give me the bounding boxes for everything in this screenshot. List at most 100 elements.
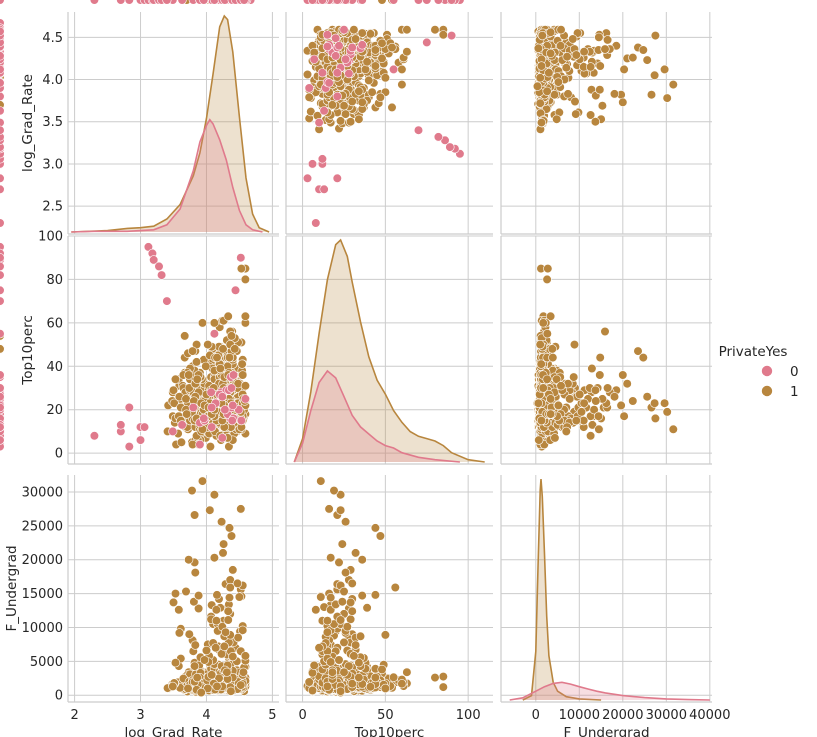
- scatter-point: [197, 318, 208, 328]
- scatter-point: [628, 52, 638, 63]
- scatter-point: [322, 30, 333, 40]
- scatter-point: [535, 340, 545, 350]
- scatter-point: [124, 402, 134, 413]
- scatter-point: [116, 0, 126, 5]
- scatter-point: [668, 79, 678, 90]
- scatter-point: [561, 63, 571, 73]
- scatter-point: [650, 413, 661, 424]
- scatter-point: [170, 374, 181, 384]
- scatter-point: [162, 296, 172, 306]
- scatter-point: [622, 379, 632, 389]
- scatter-point: [662, 407, 672, 417]
- scatter-point: [184, 555, 194, 565]
- scatter-point: [542, 374, 552, 384]
- scatter-point: [226, 531, 237, 541]
- scatter-point: [317, 68, 328, 78]
- scatter-point: [188, 346, 198, 356]
- scatter-point: [375, 92, 386, 102]
- scatter-point: [221, 627, 231, 637]
- scatter-point: [0, 270, 5, 280]
- scatter-point: [184, 370, 194, 380]
- scatter-point: [219, 641, 229, 652]
- scatter-point: [319, 184, 329, 194]
- kde-fill-Top10perc-0: [294, 370, 460, 462]
- scatter-point: [319, 106, 329, 116]
- scatter-point: [228, 400, 238, 411]
- kde-fill-F_Undergrad-0: [509, 682, 710, 700]
- scatter-point: [196, 687, 206, 698]
- scatter-point: [662, 93, 672, 103]
- scatter-point: [595, 85, 605, 95]
- scatter-point: [563, 89, 573, 99]
- scatter-point: [332, 68, 342, 78]
- scatter-point: [389, 64, 399, 74]
- scatter-point: [585, 431, 596, 441]
- scatter-point: [618, 370, 628, 380]
- scatter-point: [362, 57, 372, 67]
- scatter-point: [199, 655, 210, 665]
- scatter-point: [209, 329, 219, 339]
- scatter-point: [561, 426, 571, 437]
- scatter-point: [535, 73, 545, 83]
- scatter-point: [226, 383, 237, 393]
- scatter-point: [346, 117, 356, 127]
- scatter-point: [532, 81, 543, 91]
- scatter-point: [174, 628, 184, 638]
- scatter-point: [590, 117, 601, 127]
- scatter-point: [545, 48, 556, 59]
- scatter-point: [569, 340, 580, 350]
- scatter-point: [579, 398, 589, 408]
- scatter-point: [236, 680, 246, 690]
- scatter-point: [195, 439, 205, 450]
- scatter-point: [545, 409, 556, 419]
- scatter-point: [360, 64, 371, 74]
- scatter-point: [331, 51, 341, 61]
- scatter-point: [0, 91, 5, 101]
- scatter-point: [227, 416, 237, 426]
- scatter-point: [545, 27, 556, 37]
- scatter-point: [347, 42, 357, 53]
- scatter-point: [181, 586, 191, 597]
- scatter-point: [228, 651, 238, 662]
- scatter-point: [387, 42, 397, 53]
- scatter-point: [430, 672, 440, 683]
- scatter-point: [327, 100, 338, 110]
- scatter-point: [367, 87, 377, 97]
- scatter-point: [646, 90, 657, 100]
- scatter-point: [579, 47, 589, 57]
- scatter-point: [181, 394, 191, 404]
- scatter-point: [168, 681, 178, 692]
- scatter-point: [201, 645, 212, 656]
- scatter-point: [240, 274, 250, 285]
- scatter-point: [553, 400, 564, 411]
- scatter-point: [556, 381, 566, 391]
- scatter-point: [240, 311, 250, 321]
- scatter-point: [192, 374, 202, 384]
- scatter-point: [190, 567, 200, 578]
- scatter-point: [349, 25, 359, 35]
- scatter-point: [364, 75, 374, 85]
- scatter-point: [228, 565, 238, 575]
- scatter-point: [565, 394, 575, 404]
- scatter-point: [595, 353, 605, 363]
- scatter-point: [228, 370, 239, 380]
- scatter-point: [0, 344, 5, 354]
- scatter-point: [594, 32, 604, 42]
- scatter-point: [224, 353, 235, 363]
- scatter-point: [600, 44, 610, 54]
- scatter-point: [568, 34, 578, 44]
- scatter-point: [357, 97, 367, 107]
- scatter-point: [174, 605, 184, 615]
- scatter-point: [619, 411, 629, 421]
- grid-layer: [67, 12, 712, 703]
- kde-line-F_Undergrad-0: [509, 681, 710, 701]
- scatter-point: [302, 173, 313, 183]
- scatter-point: [222, 667, 232, 677]
- scatter-point: [211, 605, 221, 615]
- scatter-point: [309, 54, 319, 64]
- scatter-point: [135, 435, 146, 445]
- scatter-point: [226, 686, 236, 696]
- scatter-point: [387, 102, 397, 112]
- scatter-point: [194, 590, 204, 601]
